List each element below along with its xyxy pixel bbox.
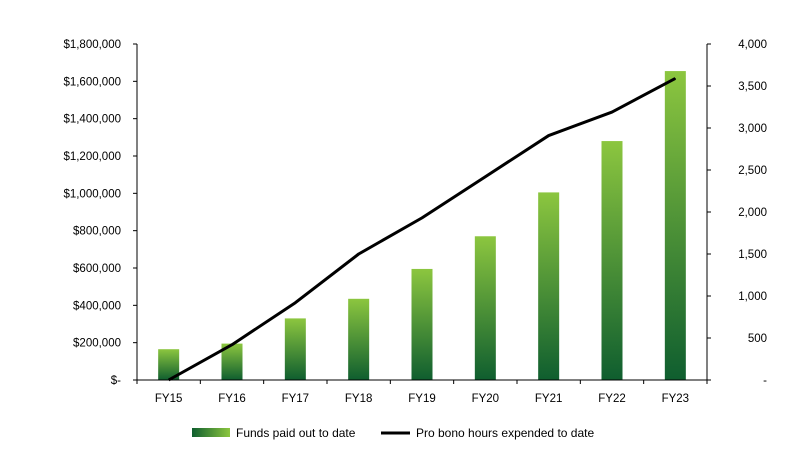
point-fy18 <box>358 253 360 255</box>
point-fy16 <box>231 344 233 346</box>
bar-fy20 <box>474 236 496 380</box>
right-tick-label: 500 <box>748 333 767 345</box>
left-tick-label: $600,000 <box>73 263 121 275</box>
x-tick-label-fy17: FY17 <box>282 393 310 405</box>
x-tick-label-fy21: FY21 <box>535 393 563 405</box>
point-fy22 <box>611 111 613 113</box>
x-tick-label-fy16: FY16 <box>218 393 246 405</box>
left-axis-ticks: $- $200,000 $400,000 $600,000 $800,000 $1,000… <box>63 39 137 387</box>
legend-swatch-funds <box>192 428 230 437</box>
left-tick-label: $- <box>111 375 121 387</box>
bar-fy16 <box>221 343 243 380</box>
right-tick-label: 2,000 <box>738 207 767 219</box>
point-fy20 <box>484 176 486 178</box>
point-fy23 <box>674 77 676 79</box>
x-tick-label-fy23: FY23 <box>662 393 690 405</box>
bar-fy22 <box>601 141 623 380</box>
x-axis-ticks: FY15 FY16 FY17 FY18 FY19 FY20 FY21 FY22 FY23 <box>136 380 708 405</box>
x-tick-label-fy19: FY19 <box>408 393 436 405</box>
left-tick-label: $1,200,000 <box>63 151 121 163</box>
left-tick-label: $1,000,000 <box>63 188 121 200</box>
x-tick-label-fy18: FY18 <box>345 393 373 405</box>
legend-label-funds: Funds paid out to date <box>236 426 356 440</box>
legend-label-hours: Pro bono hours expended to date <box>416 426 594 440</box>
bar-fy21 <box>538 192 560 380</box>
legend: Funds paid out to date Pro bono hours ex… <box>192 426 594 440</box>
right-axis-ticks: - 500 1,000 1,500 2,000 2,500 3,000 3,500 4,000 <box>707 39 767 387</box>
right-tick-label: - <box>763 375 767 387</box>
bar-fy15 <box>158 349 180 380</box>
bar-fy17 <box>284 318 306 380</box>
point-fy21 <box>548 135 550 137</box>
right-tick-label: 1,000 <box>738 291 767 303</box>
point-fy19 <box>421 217 423 219</box>
point-fy17 <box>294 302 296 304</box>
right-tick-label: 4,000 <box>738 39 767 51</box>
x-tick-label-fy15: FY15 <box>155 393 183 405</box>
left-tick-label: $800,000 <box>73 226 121 238</box>
x-tick-label-fy22: FY22 <box>598 393 626 405</box>
left-tick-label: $200,000 <box>73 338 121 350</box>
left-tick-label: $400,000 <box>73 300 121 312</box>
x-tick-label-fy20: FY20 <box>472 393 500 405</box>
left-tick-label: $1,400,000 <box>63 114 121 126</box>
right-tick-label: 3,000 <box>738 123 767 135</box>
right-tick-label: 2,500 <box>738 165 767 177</box>
bar-fy23 <box>664 71 686 380</box>
right-tick-label: 1,500 <box>738 249 767 261</box>
bar-fy18 <box>348 298 370 380</box>
bar-fy19 <box>411 268 433 380</box>
left-tick-label: $1,800,000 <box>63 39 121 51</box>
left-tick-label: $1,600,000 <box>63 76 121 88</box>
bar-series <box>158 71 686 380</box>
right-tick-label: 3,500 <box>738 81 767 93</box>
